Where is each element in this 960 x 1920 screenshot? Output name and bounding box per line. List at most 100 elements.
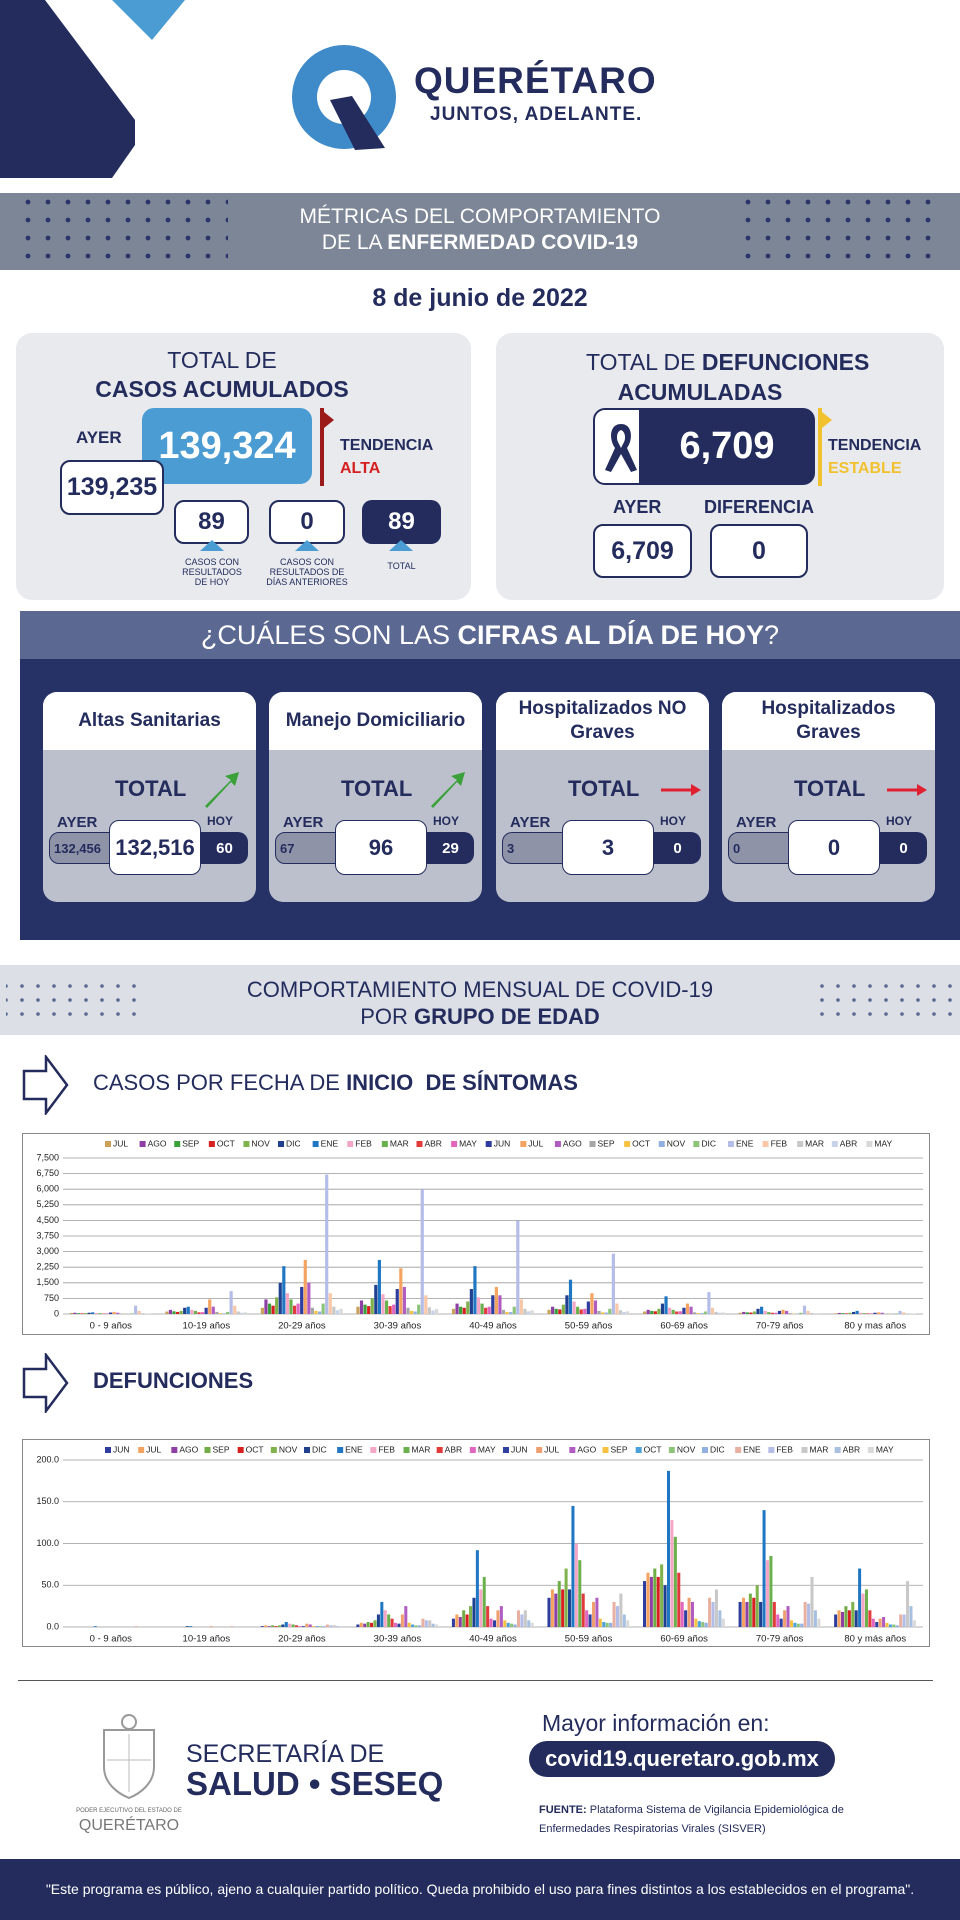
bar	[292, 1305, 297, 1314]
bar	[653, 1568, 657, 1627]
bar	[189, 1626, 193, 1627]
bar	[586, 1301, 590, 1314]
url[interactable]: covid19.queretaro.gob.mx	[529, 1741, 835, 1777]
legend-label: NOV	[667, 1138, 686, 1148]
tendencia: TENDENCIA	[340, 437, 434, 454]
bar	[91, 1312, 95, 1314]
bar	[650, 1310, 654, 1314]
legend-label: MAR	[805, 1138, 824, 1148]
bar	[305, 1623, 309, 1627]
bar	[565, 1295, 569, 1314]
bar	[179, 1310, 183, 1314]
bar	[657, 1308, 661, 1314]
bar	[87, 1312, 91, 1314]
bar	[366, 1621, 370, 1627]
bar	[813, 1610, 817, 1627]
bar	[767, 1312, 771, 1314]
bar	[689, 1306, 693, 1314]
bar	[765, 1560, 769, 1627]
x-tick-label: 0 - 9 años	[90, 1321, 132, 1332]
bar	[455, 1303, 459, 1314]
legend-label: MAY	[459, 1138, 477, 1148]
bar	[434, 1309, 439, 1314]
bar	[69, 1312, 73, 1314]
bar	[307, 1282, 311, 1314]
x-tick-label: 0 - 9 años	[90, 1634, 132, 1645]
bar	[905, 1313, 909, 1314]
logo-title: QUERÉTARO	[414, 60, 657, 101]
bar	[451, 1618, 455, 1627]
bar	[301, 1626, 305, 1627]
fuente-text: Plataforma Sistema de Vigilancia Epidemi…	[539, 1804, 844, 1835]
legend-swatch	[589, 1141, 596, 1147]
bar	[762, 1510, 766, 1627]
legend-swatch	[337, 1447, 344, 1453]
bar	[557, 1581, 561, 1627]
legend-label: JUN	[494, 1138, 511, 1148]
bar	[684, 1610, 688, 1627]
bar	[384, 1300, 389, 1314]
bar	[275, 1297, 279, 1314]
bar	[392, 1304, 396, 1314]
bar	[745, 1601, 749, 1627]
legend-swatch	[503, 1447, 509, 1453]
bar	[381, 1294, 385, 1314]
poder: PODER EJECUTIVO DEL ESTADO DE	[76, 1808, 182, 1814]
bar	[721, 1618, 725, 1627]
bar	[520, 1614, 524, 1627]
bar	[281, 1624, 285, 1627]
bar	[486, 1606, 490, 1627]
bar	[547, 1597, 551, 1627]
bar	[325, 1624, 329, 1627]
bar	[332, 1306, 336, 1314]
bar	[851, 1311, 856, 1314]
bar	[646, 1572, 650, 1627]
bar	[862, 1313, 866, 1314]
bar	[588, 1614, 592, 1627]
bar	[480, 1303, 484, 1314]
bar	[209, 1626, 213, 1627]
legend-swatch	[469, 1447, 476, 1453]
cases-title: TOTAL DE	[167, 347, 277, 373]
bar	[494, 1286, 498, 1314]
legend-label: SEP	[598, 1138, 615, 1148]
total-label: TOTAL	[115, 776, 187, 801]
bar	[752, 1597, 756, 1627]
bar	[841, 1313, 845, 1314]
bar	[598, 1618, 602, 1627]
x-tick-label: 80 y mas años	[844, 1321, 906, 1332]
bar	[526, 1311, 531, 1314]
bar	[168, 1309, 172, 1314]
bar	[473, 1266, 477, 1314]
today-heading: ¿CUÁLES SON LAS CIFRAS AL DÍA DE HOY?	[20, 611, 960, 659]
bar	[215, 1311, 219, 1314]
y-tick-label: 7,500	[36, 1152, 59, 1162]
bar	[501, 1309, 506, 1314]
legend-label: MAY	[876, 1444, 894, 1454]
bar	[786, 1606, 790, 1627]
bar	[80, 1313, 84, 1314]
bar	[482, 1576, 486, 1627]
bar	[431, 1623, 435, 1627]
y-tick-label: 1,500	[36, 1277, 59, 1287]
bar	[755, 1585, 759, 1627]
legend-swatch	[658, 1141, 665, 1147]
bar	[427, 1307, 431, 1314]
deaths-diff: 0	[710, 524, 808, 578]
legend-label: JUL	[113, 1138, 128, 1148]
legend-swatch	[520, 1141, 527, 1147]
bar	[714, 1311, 718, 1314]
monthly-line1: COMPORTAMIENTO MENSUAL DE COVID-19	[246, 977, 714, 1002]
bar	[789, 1620, 793, 1627]
bar	[697, 1621, 701, 1627]
bar	[742, 1311, 746, 1314]
bar	[175, 1311, 180, 1314]
bar	[742, 1597, 746, 1627]
deaths-chart: 0.0 50.0 100.0 150.0 200.0 JUN JUL AGO SEP OCT NOV…	[22, 1439, 930, 1647]
legend-label: JUL	[146, 1444, 161, 1454]
bar	[875, 1621, 879, 1627]
legend-swatch	[436, 1447, 443, 1453]
bar	[390, 1618, 394, 1627]
bar	[367, 1306, 371, 1314]
legend-swatch	[834, 1447, 841, 1453]
